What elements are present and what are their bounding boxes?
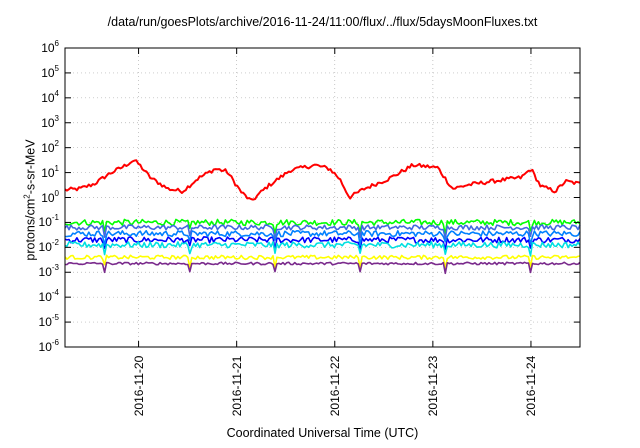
y-tick-label: 10-1: [38, 213, 59, 230]
x-axis-label: Coordinated Universal Time (UTC): [226, 426, 419, 440]
y-tick-label: 100: [41, 188, 59, 205]
y-tick-label: 10-3: [38, 263, 59, 280]
y-tick-label: 105: [41, 63, 59, 80]
series-line: [64, 254, 581, 269]
x-tick-label: 2016-11-21: [229, 355, 244, 417]
x-tick-label: 2016-11-23: [425, 355, 440, 417]
y-tick-label: 10-4: [38, 288, 59, 305]
x-tick-label: 2016-11-24: [523, 355, 538, 417]
series-line: [64, 236, 581, 252]
series-line: [64, 261, 581, 275]
plot-border: [64, 47, 581, 348]
series-line: [64, 218, 581, 235]
y-tick-label: 103: [41, 113, 59, 130]
x-tick-label: 2016-11-22: [327, 355, 342, 417]
y-tick-label: 10-5: [38, 313, 59, 330]
y-tick-label: 102: [41, 138, 59, 155]
chart-title: /data/run/goesPlots/archive/2016-11-24/1…: [107, 15, 538, 29]
x-tick-label: 2016-11-20: [131, 355, 146, 417]
series-line: [64, 159, 581, 201]
series-line: [64, 241, 581, 257]
series-line: [64, 229, 581, 246]
series-line: [64, 224, 581, 240]
y-tick-label: 10-6: [38, 338, 59, 354]
y-tick-label: 101: [41, 163, 59, 180]
y-tick-label: 106: [41, 39, 59, 55]
y-tick-label: 104: [41, 88, 59, 105]
y-tick-label: 10-2: [38, 238, 59, 255]
